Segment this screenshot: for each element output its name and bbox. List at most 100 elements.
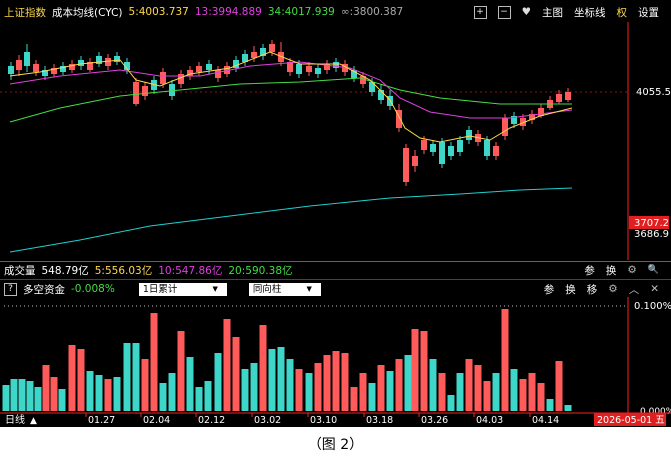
- triangle-up-icon[interactable]: ▲: [30, 416, 37, 426]
- candle[interactable]: [538, 108, 544, 116]
- funds-bar[interactable]: [546, 399, 554, 411]
- funds-bar[interactable]: [259, 325, 267, 411]
- funds-bar[interactable]: [411, 329, 419, 411]
- funds-bar[interactable]: [359, 373, 367, 411]
- funds-bar[interactable]: [195, 387, 203, 411]
- candle[interactable]: [224, 66, 230, 74]
- funds-bar[interactable]: [314, 363, 322, 411]
- funds-bar[interactable]: [34, 387, 42, 411]
- funds-bar[interactable]: [456, 373, 464, 411]
- candle[interactable]: [287, 62, 293, 72]
- candle[interactable]: [556, 94, 562, 102]
- funds-bar[interactable]: [377, 365, 385, 411]
- funds-bar[interactable]: [95, 375, 103, 411]
- close-icon[interactable]: ✕: [650, 283, 659, 295]
- candle[interactable]: [51, 68, 57, 74]
- funds-bar[interactable]: [429, 359, 437, 411]
- candle[interactable]: [187, 70, 193, 76]
- price-chart[interactable]: 4055.5 3707.2 3686.9: [0, 0, 671, 260]
- candle[interactable]: [215, 70, 221, 78]
- funds-bar[interactable]: [501, 309, 509, 411]
- candle[interactable]: [529, 114, 535, 120]
- funds-bar[interactable]: [250, 363, 258, 411]
- candle[interactable]: [403, 148, 409, 182]
- funds-bar[interactable]: [368, 383, 376, 411]
- funds-bar[interactable]: [492, 373, 500, 411]
- funds-params-button[interactable]: 参: [543, 283, 555, 296]
- funds-bar[interactable]: [528, 373, 536, 411]
- candle[interactable]: [233, 60, 239, 68]
- candle[interactable]: [60, 66, 66, 72]
- main-chart-button[interactable]: 主图: [542, 6, 563, 19]
- candle[interactable]: [142, 86, 148, 96]
- candle[interactable]: [396, 110, 402, 128]
- funds-bar[interactable]: [404, 355, 412, 411]
- funds-bar[interactable]: [104, 379, 112, 411]
- index-name[interactable]: 上证指数: [4, 6, 46, 19]
- funds-bar[interactable]: [86, 371, 94, 411]
- funds-bar[interactable]: [18, 379, 26, 411]
- funds-bar[interactable]: [323, 355, 331, 411]
- help-question-icon[interactable]: ?: [4, 282, 17, 296]
- funds-histogram[interactable]: 0.100% 0.000% 01.27 02.04 02.12 03.02 03.10 0…: [0, 297, 671, 427]
- funds-bar[interactable]: [123, 343, 131, 411]
- funds-bar[interactable]: [483, 381, 491, 411]
- candle[interactable]: [8, 66, 14, 74]
- funds-bar[interactable]: [295, 369, 303, 411]
- candle[interactable]: [69, 64, 75, 70]
- candle[interactable]: [178, 74, 184, 84]
- candle[interactable]: [260, 48, 266, 56]
- funds-bar[interactable]: [214, 353, 222, 411]
- candle[interactable]: [87, 62, 93, 70]
- funds-bar[interactable]: [447, 395, 455, 411]
- candle[interactable]: [457, 140, 463, 152]
- funds-bar[interactable]: [555, 361, 563, 411]
- candle[interactable]: [16, 60, 22, 70]
- candle[interactable]: [251, 52, 257, 58]
- candle[interactable]: [502, 118, 508, 136]
- funds-bar[interactable]: [132, 343, 140, 411]
- funds-title[interactable]: 多空资金: [23, 283, 65, 296]
- candle[interactable]: [206, 64, 212, 70]
- funds-bar[interactable]: [305, 373, 313, 411]
- funds-bar[interactable]: [50, 377, 58, 411]
- candle[interactable]: [160, 72, 166, 84]
- candle[interactable]: [430, 144, 436, 152]
- candle[interactable]: [269, 44, 275, 52]
- candle[interactable]: [520, 118, 526, 126]
- chevron-up-icon[interactable]: ︿: [628, 283, 640, 296]
- candle[interactable]: [493, 146, 499, 156]
- funds-bar[interactable]: [186, 357, 194, 411]
- funds-bar[interactable]: [223, 319, 231, 411]
- search-icon[interactable]: 🔍: [647, 265, 659, 275]
- candle[interactable]: [369, 82, 375, 92]
- funds-bar[interactable]: [277, 347, 285, 411]
- candle[interactable]: [124, 62, 130, 70]
- funds-bar[interactable]: [168, 373, 176, 411]
- funds-bar[interactable]: [10, 379, 18, 411]
- settings-button[interactable]: 设置: [638, 6, 659, 19]
- funds-bar[interactable]: [474, 365, 482, 411]
- period-select[interactable]: 1日累计 ▼: [138, 282, 227, 296]
- funds-bar[interactable]: [286, 359, 294, 411]
- candle[interactable]: [484, 140, 490, 156]
- funds-bar[interactable]: [68, 345, 76, 411]
- funds-bar[interactable]: [519, 379, 527, 411]
- funds-bar[interactable]: [350, 387, 358, 411]
- funds-bar[interactable]: [438, 373, 446, 411]
- funds-bar[interactable]: [420, 331, 428, 411]
- funds-bar[interactable]: [395, 359, 403, 411]
- candle[interactable]: [315, 68, 321, 74]
- candle[interactable]: [306, 66, 312, 72]
- gear-icon[interactable]: ⚙: [627, 264, 637, 276]
- candle[interactable]: [412, 156, 418, 166]
- candle[interactable]: [42, 70, 48, 76]
- indicator-name[interactable]: 成本均线(CYC): [52, 6, 123, 19]
- funds-bar[interactable]: [510, 369, 518, 411]
- candle[interactable]: [351, 70, 357, 78]
- zoom-in-icon[interactable]: +: [473, 5, 487, 19]
- period-label[interactable]: 日线: [5, 413, 25, 426]
- funds-bar[interactable]: [332, 351, 340, 411]
- funds-switch-button[interactable]: 换: [565, 283, 576, 296]
- candle[interactable]: [278, 52, 284, 62]
